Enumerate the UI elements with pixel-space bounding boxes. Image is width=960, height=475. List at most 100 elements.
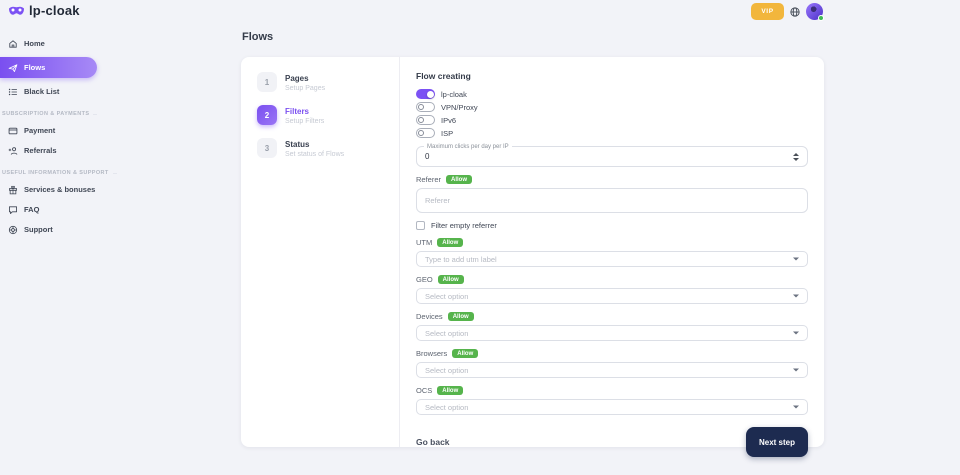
toggle-label: VPN/Proxy (441, 102, 478, 112)
toggle-label: IPv6 (441, 115, 457, 125)
toggle-label: ISP (441, 128, 454, 138)
page-title: Flows (242, 31, 274, 43)
utm-select[interactable]: Type to add utm label (416, 251, 808, 267)
toggle-label: lp-cloak (441, 89, 467, 99)
step-number: 3 (257, 138, 277, 158)
spinner-up-icon[interactable] (793, 152, 799, 156)
browsers-label: Browsers (416, 349, 448, 358)
user-avatar[interactable] (806, 3, 824, 21)
referrals-icon (8, 146, 18, 155)
topbar: lp-cloak VIP (0, 0, 960, 24)
online-status-dot (818, 15, 824, 21)
checkbox-label: Filter empty referrer (431, 220, 497, 230)
referer-label: Referer (416, 175, 442, 184)
sidebar-item-label: Referrals (24, 146, 57, 155)
flow-creating-form: Flow creating lp-cloak VPN/Proxy IPv6 IS… (400, 57, 824, 457)
select-placeholder: Select option (425, 291, 469, 301)
number-spinner[interactable] (793, 152, 799, 161)
isp-toggle[interactable] (416, 128, 435, 138)
toggle-knob (426, 90, 434, 98)
step-pages[interactable]: 1 Pages Setup Pages (257, 72, 389, 92)
flows-icon (8, 63, 18, 72)
spinner-down-icon[interactable] (793, 157, 799, 161)
form-heading: Flow creating (416, 71, 471, 81)
sidebar-item-payment[interactable]: Payment (0, 124, 97, 137)
ocs-select[interactable]: Select option (416, 399, 808, 415)
sidebar-item-label: Services & bonuses (24, 185, 96, 194)
geo-allow-badge[interactable]: Allow (437, 275, 464, 284)
select-placeholder: Select option (425, 328, 469, 338)
sidebar-item-label: Flows (24, 63, 46, 72)
chevron-down-icon (793, 257, 799, 261)
brand-logo[interactable]: lp-cloak (8, 3, 80, 18)
select-placeholder: Select option (425, 365, 469, 375)
devices-label: Devices (416, 312, 443, 321)
chevron-down-icon (793, 294, 799, 298)
sidebar-item-label: Support (24, 225, 53, 234)
sidebar-section-title: USEFUL INFORMATION & SUPPORT (2, 170, 109, 176)
sidebar-item-black-list[interactable]: Black List (0, 85, 97, 98)
filter-empty-referrer-checkbox[interactable] (416, 220, 425, 230)
step-number: 2 (257, 105, 277, 125)
geo-select[interactable]: Select option (416, 288, 808, 304)
referer-field (416, 188, 808, 213)
chevron-down-icon (793, 368, 799, 372)
card-divider (399, 57, 400, 447)
home-icon (9, 39, 17, 48)
sidebar-item-home[interactable]: Home (0, 37, 97, 50)
max-clicks-input[interactable] (425, 147, 737, 166)
ipv6-toggle[interactable] (416, 115, 435, 125)
devices-select[interactable]: Select option (416, 325, 808, 341)
sidebar: Home Flows Black List SUBSCRIPTION & PAY… (0, 30, 109, 243)
black-list-icon (8, 88, 17, 95)
sidebar-item-support[interactable]: Support (0, 223, 97, 236)
select-placeholder: Type to add utm label (425, 254, 497, 264)
globe-icon[interactable] (790, 6, 800, 17)
gift-icon (9, 185, 17, 194)
step-number: 1 (257, 72, 277, 92)
ocs-label: OCS (416, 386, 433, 395)
devices-allow-badge[interactable]: Allow (447, 312, 474, 321)
browsers-allow-badge[interactable]: Allow (452, 349, 479, 358)
chevron-down-icon (793, 405, 799, 409)
sidebar-item-faq[interactable]: FAQ (0, 203, 97, 216)
step-subtitle: Setup Filters (285, 118, 325, 125)
sidebar-item-flows[interactable]: Flows (0, 57, 97, 78)
support-icon (8, 225, 18, 234)
vpn-proxy-toggle[interactable] (416, 102, 435, 112)
flow-creation-card: 1 Pages Setup Pages 2 Filters Setup Filt… (241, 57, 824, 457)
step-status[interactable]: 3 Status Set status of Flows (257, 138, 389, 158)
wizard-steps: 1 Pages Setup Pages 2 Filters Setup Filt… (241, 57, 399, 171)
utm-label: UTM (416, 238, 433, 247)
sidebar-section-title: SUBSCRIPTION & PAYMENTS (0, 111, 97, 117)
toggle-knob (418, 117, 424, 123)
step-subtitle: Set status of Flows (285, 151, 345, 158)
filter-empty-referrer-row[interactable]: Filter empty referrer (416, 220, 808, 230)
max-clicks-label: Maximum clicks per day per IP (424, 143, 512, 150)
select-placeholder: Select option (425, 402, 469, 412)
browsers-select[interactable]: Select option (416, 362, 808, 378)
toggle-knob (418, 104, 424, 110)
next-step-button[interactable]: Next step (746, 427, 808, 457)
sidebar-item-services-bonuses[interactable]: Services & bonuses (0, 183, 97, 196)
brand-name: lp-cloak (29, 3, 80, 18)
mask-icon (9, 6, 24, 15)
sidebar-item-label: Black List (24, 87, 60, 96)
sidebar-item-label: FAQ (24, 205, 40, 214)
utm-allow-badge[interactable]: Allow (437, 238, 464, 247)
sidebar-item-referrals[interactable]: Referrals (0, 144, 97, 157)
sidebar-item-label: Payment (24, 126, 56, 135)
vip-button[interactable]: VIP (751, 3, 784, 20)
referer-allow-badge[interactable]: Allow (446, 175, 473, 184)
step-title: Pages (285, 74, 309, 83)
referer-input[interactable] (417, 196, 807, 205)
step-title: Filters (285, 107, 310, 116)
lp-cloak-toggle[interactable] (416, 89, 435, 99)
max-clicks-field: Maximum clicks per day per IP (416, 143, 808, 167)
go-back-link[interactable]: Go back (416, 437, 450, 447)
geo-label: GEO (416, 275, 433, 284)
step-filters[interactable]: 2 Filters Setup Filters (257, 105, 389, 125)
chevron-down-icon (793, 331, 799, 335)
ocs-allow-badge[interactable]: Allow (437, 386, 464, 395)
step-subtitle: Setup Pages (285, 85, 326, 92)
